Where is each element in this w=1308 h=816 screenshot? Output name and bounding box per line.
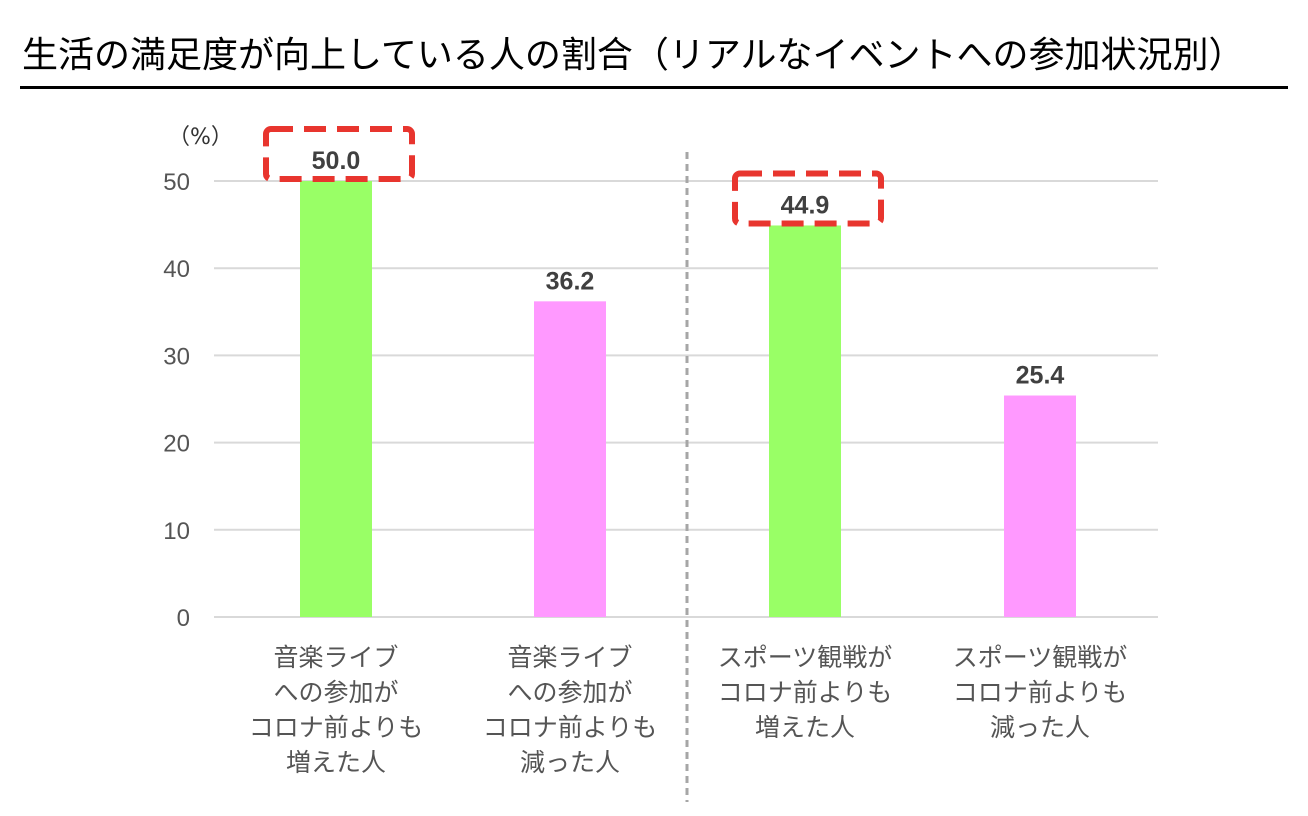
highlight-box-3 <box>732 170 884 227</box>
bars <box>300 181 1076 618</box>
category-label-4-line-2: コロナ前よりも <box>953 678 1128 707</box>
highlight-box-1 <box>263 126 415 182</box>
y-tick-label: 40 <box>163 256 190 283</box>
value-label-1: 50.0 <box>312 147 361 175</box>
category-label-1-line-4: 増えた人 <box>286 748 386 777</box>
chart-title: 生活の満足度が向上している人の割合（リアルなイベントへの参加状況別） <box>22 35 1245 76</box>
category-labels: 音楽ライブへの参加がコロナ前よりも増えた人音楽ライブへの参加がコロナ前よりも減っ… <box>249 643 1128 777</box>
y-axis-unit-label: （%） <box>168 125 233 150</box>
category-label-3-line-1: スポーツ観戦が <box>718 643 893 672</box>
value-labels: 50.0 36.2 44.9 25.4 <box>312 147 1065 390</box>
y-tick-label: 20 <box>163 431 190 458</box>
value-label-4: 25.4 <box>1016 362 1065 390</box>
category-label-1-line-2: への参加が <box>273 678 398 707</box>
category-label-3-line-2: コロナ前よりも <box>718 678 893 707</box>
category-label-2-line-3: コロナ前よりも <box>483 713 658 742</box>
bar-1 <box>300 181 372 617</box>
bar-4 <box>1004 395 1076 617</box>
category-label-1-line-1: 音楽ライブ <box>273 643 398 672</box>
value-label-2: 36.2 <box>546 267 595 295</box>
bar-3 <box>769 225 841 618</box>
y-tick-label: 0 <box>177 605 190 632</box>
category-label-2-line-1: 音楽ライブ <box>507 643 632 672</box>
value-label-3: 44.9 <box>781 191 830 219</box>
bar-2 <box>534 301 606 617</box>
y-tick-label: 50 <box>163 169 190 196</box>
category-label-4-line-3: 減った人 <box>990 713 1090 742</box>
highlight-boxes <box>263 126 884 227</box>
category-label-3-line-3: 増えた人 <box>755 713 855 742</box>
y-axis-ticks: 0 10 20 30 40 50 <box>163 169 190 632</box>
y-tick-label: 30 <box>163 343 190 370</box>
category-label-4-line-1: スポーツ観戦が <box>953 643 1128 672</box>
category-label-2-line-2: への参加が <box>507 678 632 707</box>
category-label-1-line-3: コロナ前よりも <box>249 713 424 742</box>
y-tick-label: 10 <box>163 518 190 545</box>
category-label-2-line-4: 減った人 <box>520 748 620 777</box>
title-underline <box>20 86 1288 89</box>
